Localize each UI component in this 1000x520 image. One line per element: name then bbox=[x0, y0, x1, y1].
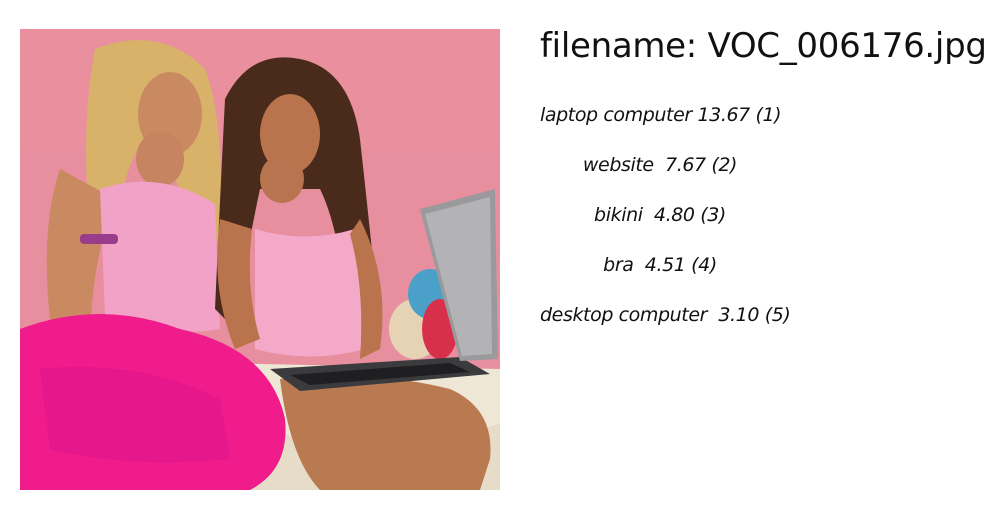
prediction-rank: (5) bbox=[764, 304, 791, 326]
prediction-label: desktop computer bbox=[540, 304, 708, 326]
prediction-score: 4.51 bbox=[644, 254, 686, 276]
prediction-item: desktop computer 3.10 (5) bbox=[540, 300, 791, 350]
prediction-label: bra bbox=[603, 254, 634, 276]
prediction-score: 4.80 bbox=[653, 204, 695, 226]
prediction-label: bikini bbox=[594, 204, 643, 226]
prediction-item: laptop computer 13.67 (1) bbox=[540, 100, 782, 150]
prediction-score: 7.67 bbox=[665, 154, 706, 176]
filename-title: filename: VOC_006176.jpg bbox=[540, 26, 987, 66]
prediction-score: 3.10 bbox=[718, 304, 760, 326]
prediction-label: website bbox=[582, 154, 654, 176]
photo-image bbox=[20, 29, 500, 490]
prediction-item: bikini 4.80 (3) bbox=[540, 200, 780, 250]
prediction-label: laptop computer bbox=[540, 104, 692, 126]
prediction-rank: (2) bbox=[711, 154, 738, 176]
prediction-rank: (4) bbox=[691, 254, 717, 276]
prediction-list: laptop computer 13.67 (1) website 7.67 (… bbox=[540, 100, 791, 350]
prediction-rank: (1) bbox=[755, 104, 782, 126]
prediction-item: bra 4.51 (4) bbox=[540, 250, 780, 300]
photo-illustration bbox=[20, 29, 500, 490]
prediction-rank: (3) bbox=[700, 204, 726, 226]
prediction-item: website 7.67 (2) bbox=[540, 150, 780, 200]
prediction-score: 13.67 bbox=[697, 104, 750, 126]
